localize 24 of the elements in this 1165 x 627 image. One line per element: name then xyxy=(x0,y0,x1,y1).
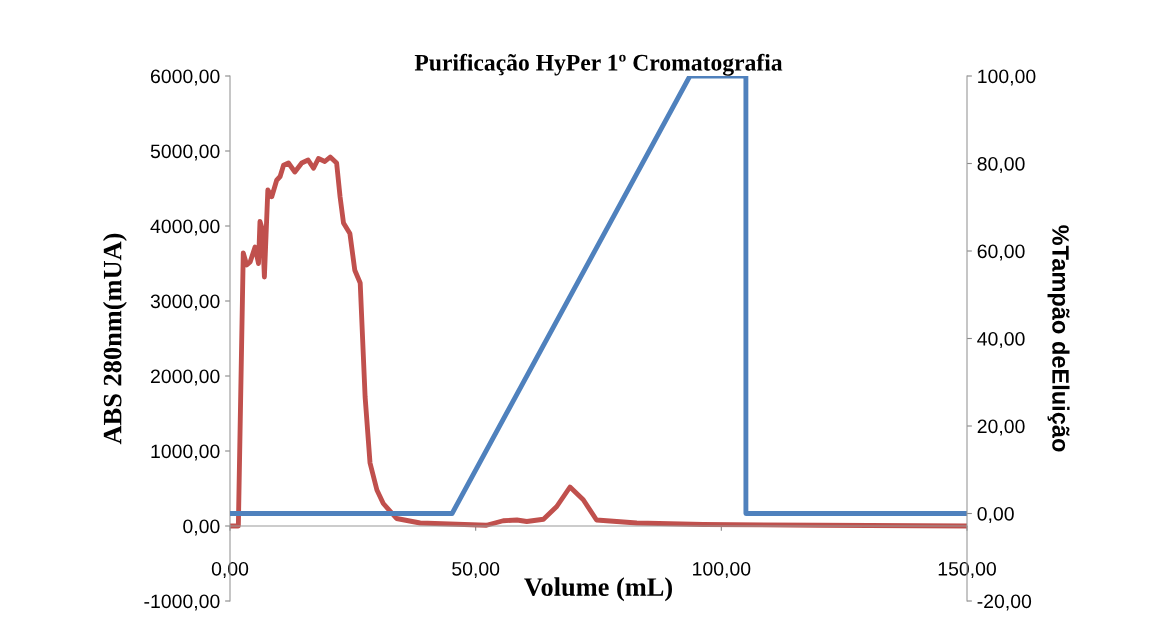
y2-tick-label: 100,00 xyxy=(978,69,1036,86)
y2-tick-label: 0,00 xyxy=(977,506,1014,524)
y-tick-label: 0,00 xyxy=(183,519,220,536)
y-tick-label: 6000,00 xyxy=(150,69,220,86)
x-tick-label: 150,00 xyxy=(938,561,996,578)
x-tick-label: 100,00 xyxy=(693,561,751,578)
y-tick-label: 2000,00 xyxy=(150,369,220,386)
y-tick-label: 3000,00 xyxy=(150,294,220,311)
y2-tick-label: 20,00 xyxy=(977,419,1025,436)
y-tick-label: 4000,00 xyxy=(150,219,220,236)
x-axis-title: Volume (mL) xyxy=(524,577,672,602)
y2-tick-label: 80,00 xyxy=(977,156,1025,174)
y-tick-label: 5000,00 xyxy=(150,144,220,161)
chart-title: Purificação HyPer 1º Cromatografia xyxy=(414,53,783,76)
x-tick-label: 50,00 xyxy=(452,561,500,578)
y-tick-label: -1000,00 xyxy=(144,594,220,611)
y-tick-label: 1000,00 xyxy=(151,444,220,461)
y2-axis-title: %Tampão deEluição xyxy=(1047,225,1070,452)
y2-tick-label: -20,00 xyxy=(977,594,1032,611)
line-series xyxy=(230,154,967,529)
x-tick-label: 0,00 xyxy=(211,561,249,578)
y2-tick-label: 40,00 xyxy=(977,331,1025,349)
y-axis-title: ABS 280nm(mUA) xyxy=(102,233,127,445)
y2-tick-label: 60,00 xyxy=(977,244,1025,261)
